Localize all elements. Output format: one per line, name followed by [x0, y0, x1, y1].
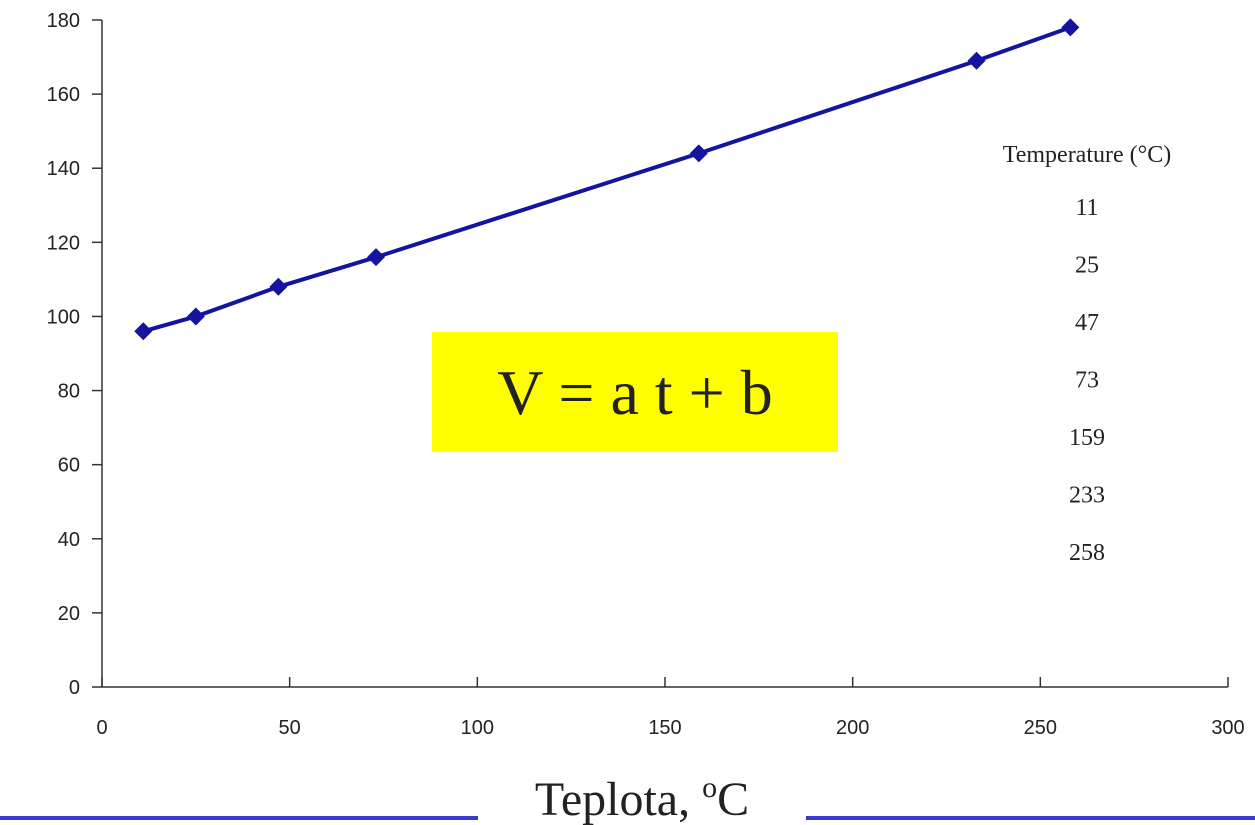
x-axis-label: Teplota, oC	[535, 771, 749, 825]
x-axis-label-sup: o	[702, 771, 717, 804]
table-row: 25	[1075, 253, 1099, 279]
x-tick-label: 200	[836, 717, 869, 739]
y-tick-label: 80	[58, 381, 80, 403]
table-row: 233	[1069, 483, 1105, 509]
x-tick-label: 50	[279, 717, 301, 739]
table-row: 47	[1075, 310, 1099, 336]
y-tick-label: 20	[58, 603, 80, 625]
y-tick-label: 40	[58, 529, 80, 551]
x-tick-label: 100	[461, 717, 494, 739]
table-row: 73	[1075, 368, 1099, 394]
marker	[689, 144, 708, 163]
marker	[186, 307, 205, 326]
table-row: 258	[1069, 540, 1105, 566]
y-tick-label: 0	[69, 677, 80, 699]
y-tick-label: 160	[47, 84, 80, 106]
marker	[967, 51, 986, 70]
x-tick-label: 250	[1024, 717, 1057, 739]
annotation: V = a t + b	[497, 357, 772, 428]
marker	[366, 248, 385, 267]
y-tick-label: 60	[58, 455, 80, 477]
annotation-box	[432, 332, 838, 452]
table-row: 159	[1069, 425, 1105, 451]
x-tick-label: 300	[1211, 717, 1244, 739]
marker	[269, 277, 288, 296]
y-tick-label: 140	[47, 158, 80, 180]
y-tick-label: 100	[47, 306, 80, 328]
x-tick-label: 0	[96, 717, 107, 739]
table-header: Temperature (°C)	[1003, 142, 1172, 168]
marker	[134, 322, 153, 341]
y-tick-label: 120	[47, 232, 80, 254]
x-tick-label: 150	[648, 717, 681, 739]
marker	[1061, 18, 1080, 37]
x-axis-label-text: Teplota,	[535, 773, 702, 825]
y-tick-label: 180	[47, 10, 80, 32]
table-row: 11	[1075, 195, 1098, 221]
x-axis-label-unit: C	[717, 773, 749, 825]
